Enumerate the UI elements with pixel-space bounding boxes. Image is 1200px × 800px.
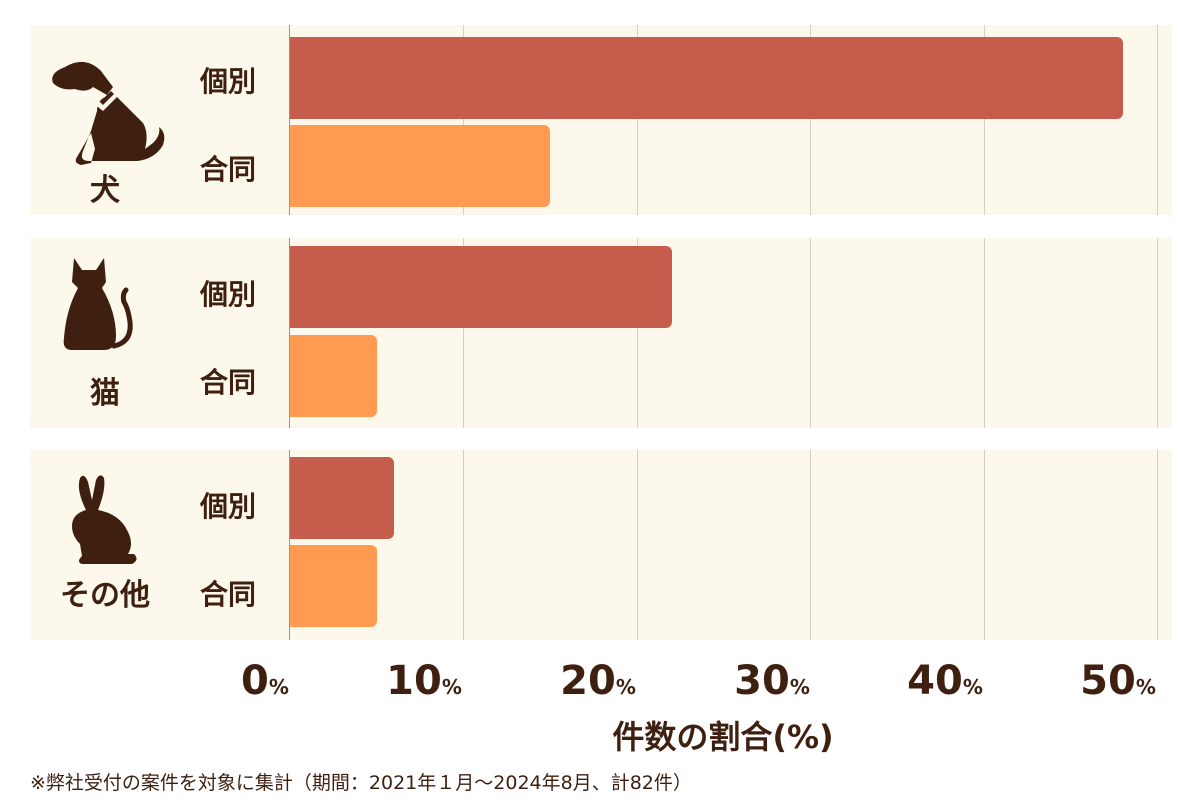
- gridline-10: [463, 450, 464, 640]
- gridline-30: [810, 450, 811, 640]
- bar-cat-joint: [290, 335, 377, 417]
- group-panel-cat: 猫 個別 合同: [30, 238, 1172, 428]
- gridline-40: [984, 450, 985, 640]
- gridline-20: [637, 25, 638, 215]
- group-label-cat: 猫: [90, 376, 120, 411]
- row-label-joint: 合同: [200, 578, 257, 611]
- x-tick-30: 30%: [734, 658, 810, 704]
- dog-icon: [52, 61, 165, 165]
- bar-dog-individual: [290, 37, 1123, 119]
- row-label-joint: 合同: [200, 153, 257, 186]
- gridline-50: [1157, 238, 1158, 428]
- row-label-individual: 個別: [200, 278, 257, 311]
- row-label-individual: 個別: [200, 490, 257, 523]
- bar-other-joint: [290, 545, 377, 627]
- axis-zero-line: [289, 450, 290, 640]
- bar-cat-individual: [290, 246, 672, 328]
- x-tick-0: 0%: [241, 658, 289, 704]
- x-tick-50: 50%: [1080, 658, 1156, 704]
- footnote: ※弊社受付の案件を対象に集計（期間：2021年１月〜2024年8月、計82件）: [30, 772, 692, 794]
- gridline-40: [984, 25, 985, 215]
- x-tick-20: 20%: [560, 658, 636, 704]
- group-label-dog: 犬: [90, 173, 120, 208]
- gridline-20: [637, 238, 638, 428]
- x-tick-10: 10%: [386, 658, 462, 704]
- axis-zero-line: [289, 25, 290, 215]
- gridline-50: [1157, 450, 1158, 640]
- row-label-joint: 合同: [200, 366, 257, 399]
- gridline-30: [810, 238, 811, 428]
- group-label-other: その他: [60, 578, 150, 613]
- x-axis-label: 件数の割合(%): [612, 718, 834, 756]
- gridline-50: [1157, 25, 1158, 215]
- bar-other-individual: [290, 457, 394, 539]
- group-panel-dog: 犬 個別 合同: [30, 25, 1172, 215]
- row-label-individual: 個別: [200, 65, 257, 98]
- axis-zero-line: [289, 238, 290, 428]
- group-panel-other: その他 個別 合同: [30, 450, 1172, 640]
- bar-dog-joint: [290, 125, 550, 207]
- rabbit-icon: [72, 475, 137, 564]
- gridline-40: [984, 238, 985, 428]
- gridline-10: [463, 25, 464, 215]
- gridline-20: [637, 450, 638, 640]
- cat-icon: [63, 258, 133, 350]
- gridline-30: [810, 25, 811, 215]
- x-tick-40: 40%: [907, 658, 983, 704]
- gridline-10: [463, 238, 464, 428]
